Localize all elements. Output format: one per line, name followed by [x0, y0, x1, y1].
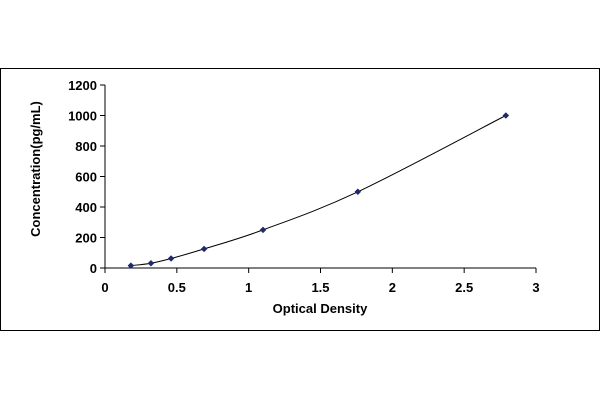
y-tick-label: 1000 [68, 109, 97, 124]
x-tick-label: 1.5 [311, 280, 329, 295]
data-point [354, 188, 362, 196]
x-tick-label: 2.5 [455, 280, 473, 295]
data-point [147, 259, 155, 267]
x-tick-label: 3 [532, 280, 539, 295]
y-axis-title: Concentration(pg/mL) [28, 101, 43, 237]
y-tick-label: 1200 [68, 78, 97, 93]
data-point [167, 255, 175, 262]
data-point [259, 226, 267, 234]
y-tick-label: 600 [75, 170, 97, 185]
y-tick-label: 800 [75, 139, 97, 154]
x-axis-ticks: 0 0.5 1 1.5 2 2.5 3 [101, 268, 540, 295]
x-tick-label: 2 [389, 280, 396, 295]
data-point [200, 245, 208, 253]
x-tick-label: 1 [245, 280, 252, 295]
data-points [127, 112, 510, 269]
data-point [127, 262, 135, 269]
x-tick-label: 0 [101, 280, 108, 295]
y-tick-label: 200 [75, 231, 97, 246]
outer-frame [0, 68, 600, 331]
y-axis-ticks: 0 200 400 600 800 1000 1200 [68, 78, 105, 276]
data-point [502, 112, 510, 119]
y-tick-label: 0 [90, 261, 97, 276]
x-tick-label: 0.5 [168, 280, 186, 295]
x-axis-title: Optical Density [273, 301, 368, 316]
y-tick-label: 400 [75, 200, 97, 215]
